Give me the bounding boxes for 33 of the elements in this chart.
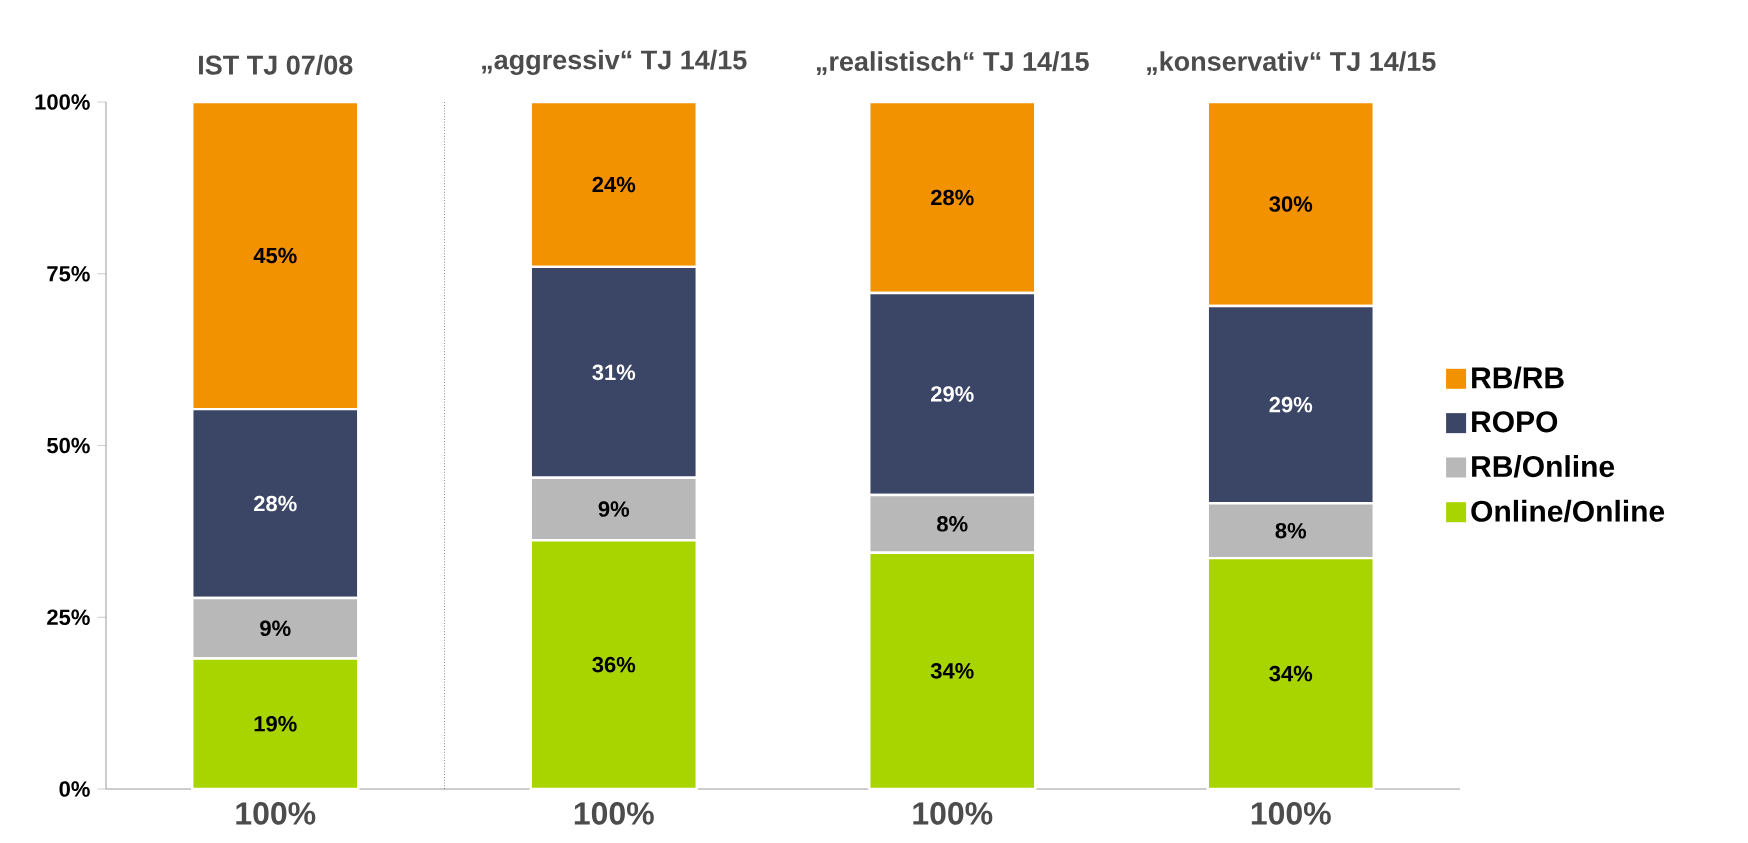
data-label: 9% <box>598 501 630 517</box>
y-tick-label: 25% <box>47 609 90 626</box>
data-label: 30% <box>1269 196 1313 212</box>
y-tick-label: 50% <box>47 437 90 454</box>
x-tick-label: „aggressiv“ TJ 14/15 <box>482 49 747 75</box>
total-label: 100% <box>1251 802 1331 825</box>
x-tick-label: „realistisch“ TJ 14/15 <box>816 51 1089 75</box>
data-label: 29% <box>1269 396 1313 413</box>
y-tick-label: 100% <box>35 94 90 110</box>
data-label: 45% <box>253 247 297 264</box>
x-tick-label: „konservativ“ TJ 14/15 <box>1147 51 1436 75</box>
data-label: 31% <box>592 364 636 381</box>
y-tick-label: 0% <box>59 781 90 797</box>
data-label: 8% <box>937 516 968 532</box>
data-label: 34% <box>930 663 974 679</box>
data-label: 9% <box>260 620 291 637</box>
total-label: 100% <box>574 802 654 825</box>
y-tick-label: 75% <box>47 265 90 282</box>
legend-label: ROPO <box>1472 411 1558 433</box>
legend-label: RB/RB <box>1472 366 1564 389</box>
total-label: 100% <box>913 802 993 825</box>
data-label: 36% <box>592 656 636 673</box>
data-label: 34% <box>1269 665 1313 682</box>
legend-label: RB/Online <box>1472 455 1615 478</box>
x-tick-label: IST TJ 07/08 <box>199 54 353 75</box>
total-label: 100% <box>236 802 316 825</box>
data-label: 24% <box>592 176 636 193</box>
legend-label: Online/Online <box>1471 499 1665 523</box>
data-label: 28% <box>931 189 974 206</box>
data-label: 8% <box>1275 522 1307 539</box>
data-label: 29% <box>931 386 974 402</box>
data-label: 28% <box>254 495 297 512</box>
data-label: 19% <box>254 715 297 732</box>
